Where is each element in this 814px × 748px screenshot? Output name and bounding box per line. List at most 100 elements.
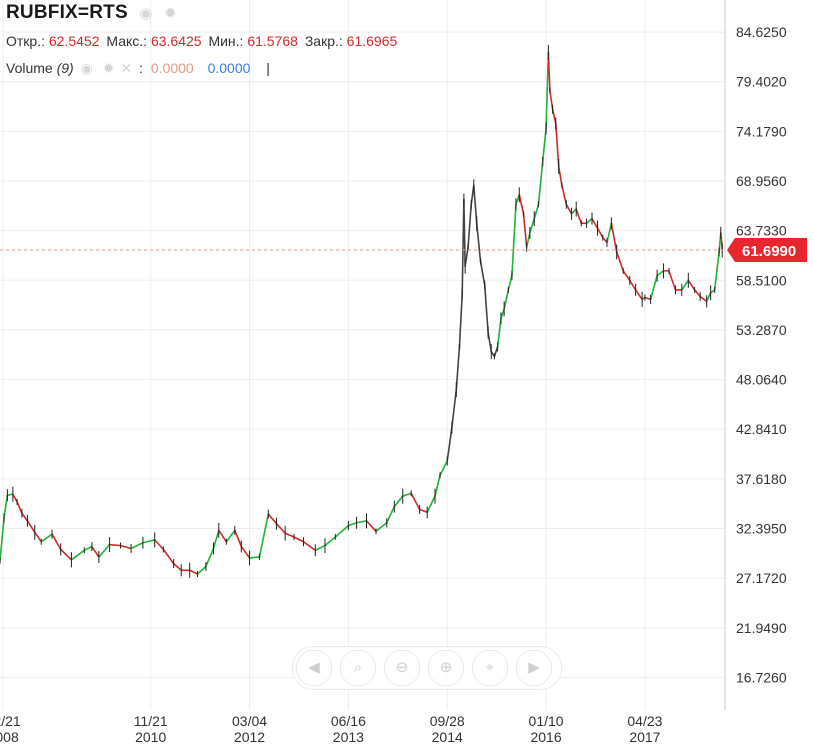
- y-tick-label: 48.0640: [736, 372, 787, 388]
- price-segment: [275, 522, 286, 535]
- price-segment: [162, 548, 175, 565]
- close-label: Закр.:: [304, 33, 343, 49]
- y-tick-label: 16.7260: [736, 669, 787, 685]
- price-segment: [561, 184, 568, 206]
- price-segment: [434, 474, 441, 497]
- price-segment: [70, 549, 86, 561]
- x-tick-label: 12/21: [0, 713, 21, 729]
- price-segment: [267, 513, 278, 525]
- grid-lines: [0, 0, 725, 710]
- zoom-reset-icon[interactable]: ⌕: [340, 650, 376, 686]
- price-segment: [40, 533, 53, 543]
- symbol-label: RUBFIX=RTS: [6, 2, 128, 23]
- price-segment: [483, 284, 489, 334]
- x-tick-year: 2013: [333, 729, 364, 745]
- eye-icon[interactable]: ◉: [139, 5, 153, 22]
- price-segment: [570, 208, 578, 215]
- price-segment: [668, 270, 677, 291]
- price-segment: [0, 517, 5, 562]
- y-tick-label: 53.2870: [736, 322, 787, 338]
- price-segment: [656, 270, 665, 277]
- price-segment: [225, 529, 236, 543]
- price-segment: [355, 520, 368, 524]
- open-label: Откр.:: [6, 33, 45, 49]
- last-price-overlay: 61.6990: [0, 237, 807, 262]
- x-tick-year: 2008: [0, 729, 19, 745]
- x-tick-label: 03/04: [232, 713, 267, 729]
- price-segment: [3, 494, 9, 519]
- price-segment: [334, 524, 350, 538]
- y-tick-label: 74.1790: [736, 123, 787, 139]
- price-segment: [439, 460, 449, 477]
- x-tick-label: 04/23: [627, 713, 662, 729]
- price-segment: [284, 532, 295, 538]
- scroll-right-icon[interactable]: ▶: [516, 650, 552, 686]
- price-segment: [188, 569, 199, 575]
- price-segment: [385, 505, 396, 524]
- y-tick-label: 32.3950: [736, 521, 787, 537]
- price-segment: [529, 217, 536, 234]
- volume-value-2: 0.0000: [207, 60, 251, 76]
- axes: 84.6250 79.4020 74.1790 68.9560 63.7330 58.51…: [0, 0, 787, 745]
- y-tick-label: 58.5100: [736, 272, 787, 288]
- price-segment: [451, 388, 458, 429]
- price-segment: [302, 540, 317, 552]
- volume-label: Volume: [6, 60, 53, 76]
- price-segment: [6, 493, 14, 496]
- zoom-out-icon[interactable]: ⊖: [384, 650, 420, 686]
- price-segment: [347, 521, 358, 527]
- price-segment: [172, 562, 183, 572]
- x-tick-year: 2016: [530, 729, 561, 745]
- price-segment: [314, 544, 326, 552]
- price-segment: [375, 521, 388, 533]
- price-segment: [649, 274, 658, 301]
- y-tick-label: 37.6180: [736, 471, 787, 487]
- price-segment: [130, 541, 144, 550]
- price-segment: [12, 493, 18, 503]
- price-segment: [713, 251, 720, 291]
- price-segment: [393, 495, 404, 508]
- y-tick-label: 42.8410: [736, 421, 787, 437]
- price-segment: [507, 274, 513, 291]
- x-tick-label: 06/16: [331, 713, 366, 729]
- gear-icon[interactable]: ✹: [102, 60, 115, 76]
- price-segment: [418, 508, 429, 514]
- price-segment: [16, 501, 23, 515]
- price-segment: [196, 565, 207, 575]
- price-segment: [628, 279, 637, 291]
- price-segment: [410, 492, 421, 511]
- eye-icon[interactable]: ◉: [80, 60, 93, 76]
- price-segment: [687, 279, 696, 291]
- price-segment: [83, 545, 93, 552]
- price-segment: [153, 539, 165, 551]
- price-segment: [33, 531, 43, 543]
- price-segment: [119, 544, 132, 550]
- price-segment: [533, 203, 540, 220]
- close-icon[interactable]: ✕: [120, 60, 133, 76]
- low-label: Мин.:: [208, 33, 244, 49]
- gear-icon[interactable]: ✹: [164, 5, 177, 22]
- high-value: 63.6425: [150, 33, 202, 49]
- price-segment: [475, 222, 482, 263]
- price-segment: [467, 203, 473, 248]
- price-segment: [515, 194, 521, 206]
- zoom-in-icon[interactable]: ⊕: [428, 650, 464, 686]
- price-segment: [479, 260, 486, 286]
- price-segment: [455, 346, 461, 391]
- zoom-fit-icon[interactable]: ⌖: [472, 650, 508, 686]
- y-tick-label: 84.6250: [736, 24, 787, 40]
- low-value: 61.5768: [247, 33, 298, 49]
- x-tick-year: 2014: [432, 729, 463, 745]
- price-segment: [557, 165, 563, 187]
- scroll-left-icon[interactable]: ◀: [296, 650, 332, 686]
- close-value: 61.6965: [346, 33, 398, 49]
- price-segment: [496, 317, 502, 348]
- price-segment: [610, 222, 618, 253]
- price-segment: [541, 127, 547, 163]
- last-price-label: 61.6990: [742, 243, 796, 260]
- cursor-caret: |: [266, 60, 270, 76]
- price-segment: [518, 194, 525, 215]
- y-tick-label: 21.9490: [736, 620, 787, 636]
